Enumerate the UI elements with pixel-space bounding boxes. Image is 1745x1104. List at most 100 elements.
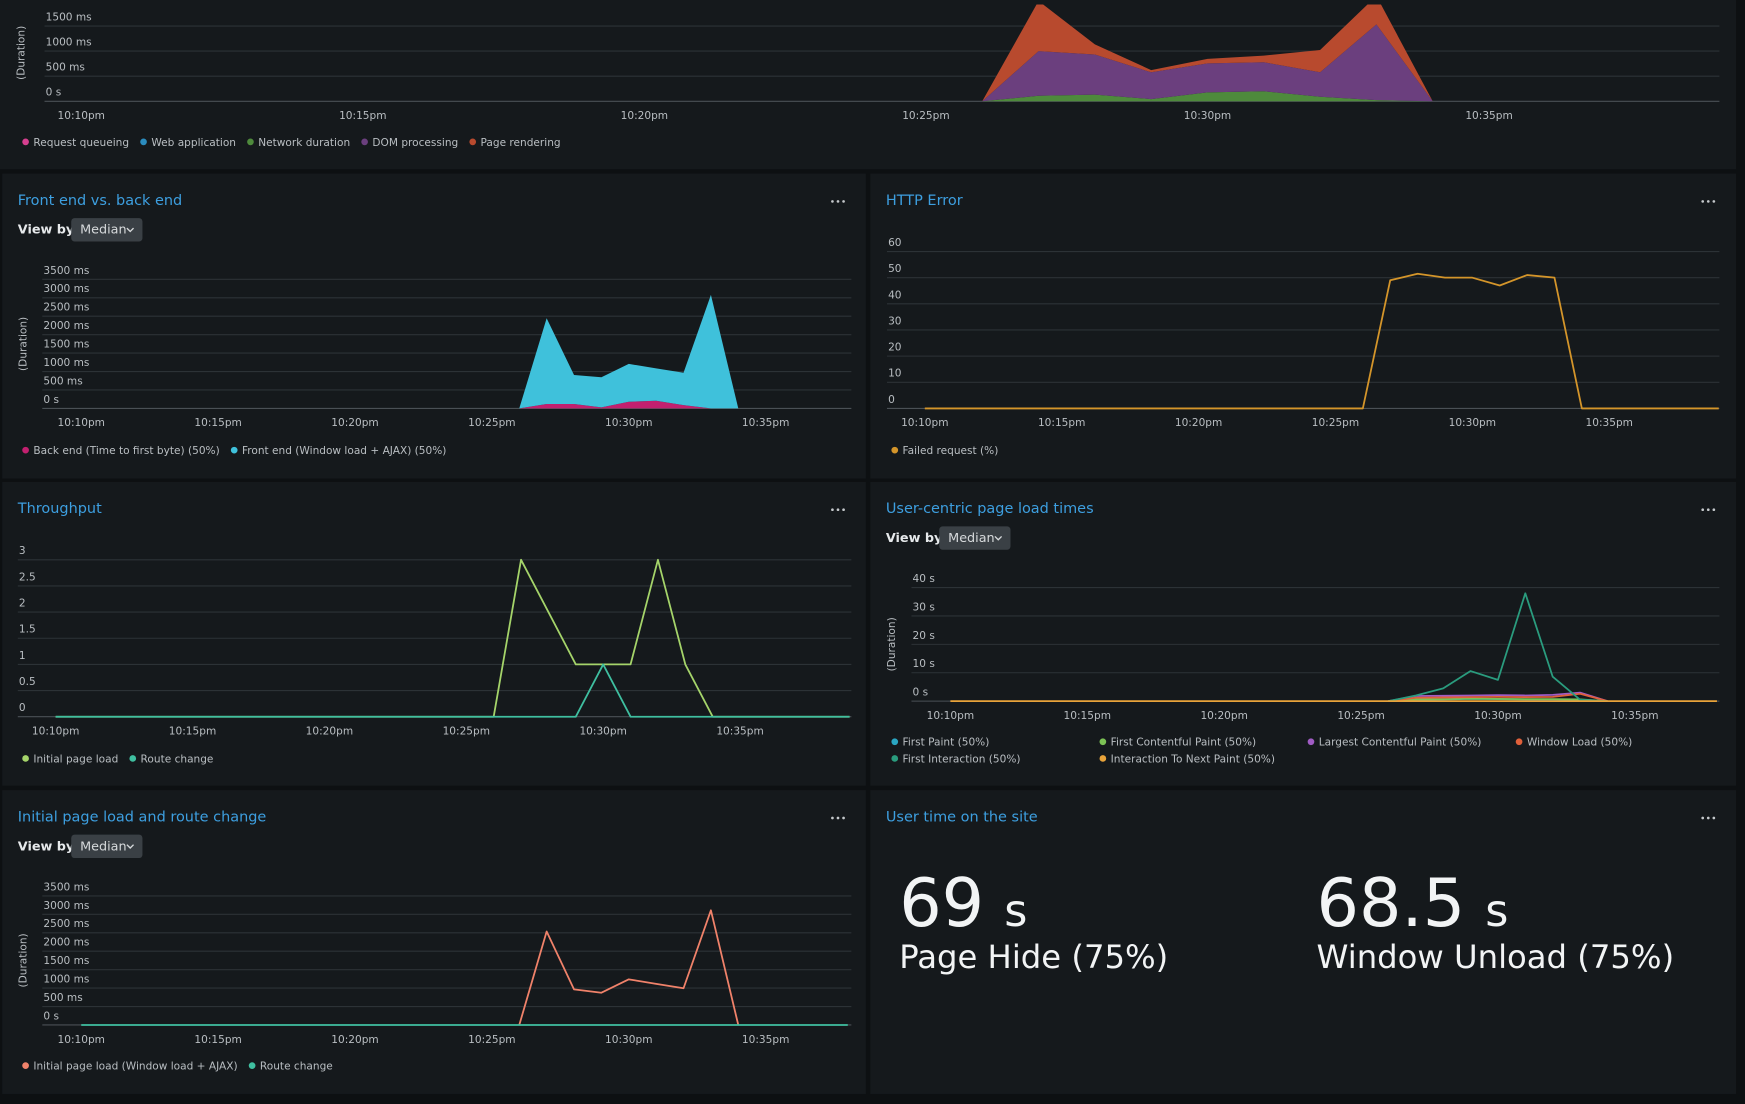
x-tick-label: 10:20pm: [331, 417, 378, 429]
legend-swatch: [247, 138, 254, 146]
x-tick-label: 10:15pm: [1038, 417, 1085, 429]
menu-dot: [1712, 816, 1716, 820]
y-tick-label: 1000 ms: [43, 357, 89, 369]
panel: [870, 173, 1737, 479]
y-tick-label: 0 s: [43, 394, 59, 406]
legend-item[interactable]: Page rendering: [469, 137, 561, 149]
legend-label: DOM processing: [372, 137, 458, 149]
panel-menu[interactable]: [831, 508, 845, 512]
panel-menu[interactable]: [1701, 508, 1716, 512]
menu-dot: [1712, 508, 1716, 512]
legend-label: Largest Contentful Paint (50%): [1319, 737, 1482, 749]
menu-dot: [831, 508, 834, 512]
line: [1388, 592, 1608, 703]
legend-swatch: [1099, 738, 1107, 746]
y-tick-label: 30 s: [913, 601, 935, 613]
dropdown-chevron: [994, 535, 1003, 541]
y-axis-title: (Duration): [886, 617, 898, 671]
x-tick-label: 10:35pm: [1465, 110, 1512, 122]
legend-item[interactable]: Initial page load: [22, 753, 118, 765]
legend-item[interactable]: Initial page load (Window load + AJAX): [22, 1060, 238, 1073]
y-tick-label: 10: [888, 368, 902, 380]
x-tick-label: 10:20pm: [1200, 710, 1247, 722]
panel-menu[interactable]: [831, 200, 845, 203]
legend-label: First Contentful Paint (50%): [1111, 737, 1257, 749]
panel-menu[interactable]: [1701, 200, 1716, 203]
x-tick-label: 10:10pm: [58, 110, 105, 122]
x-tick-label: 10:25pm: [1337, 710, 1384, 722]
legend-label: Route change: [260, 1060, 333, 1072]
legend-swatch: [1099, 755, 1107, 762]
legend-swatch: [22, 1062, 29, 1069]
x-tick-label: 10:30pm: [1474, 710, 1521, 722]
y-tick-label: 1.5: [19, 624, 36, 636]
x-tick-label: 10:10pm: [32, 726, 79, 738]
stat-unit: s: [1485, 886, 1508, 937]
legend-item[interactable]: Route change: [248, 1060, 333, 1073]
panel-title: User-centric page load times: [886, 501, 1094, 517]
y-tick-label: 2500 ms: [43, 918, 89, 930]
y-tick-label: 1000 ms: [46, 37, 92, 49]
legend-item[interactable]: Front end (Window load + AJAX) (50%): [230, 445, 447, 457]
legend-swatch: [469, 138, 477, 146]
y-tick-label: 0: [19, 702, 26, 714]
stat-value: 68.5: [1317, 864, 1466, 942]
x-tick-label: 10:10pm: [58, 417, 105, 429]
y-tick-label: 0 s: [43, 1010, 59, 1022]
legend-item[interactable]: DOM processing: [361, 137, 458, 149]
legend-item[interactable]: Interaction To Next Paint (50%): [1099, 753, 1275, 765]
legend-item[interactable]: First Paint (50%): [891, 737, 989, 749]
legend-item[interactable]: Window Load (50%): [1515, 737, 1633, 749]
y-tick-label: 2.5: [19, 571, 36, 583]
panel: [870, 790, 1737, 1094]
plot: [924, 272, 1719, 410]
plot: [982, 4, 1433, 102]
dropdown-box: [71, 834, 143, 859]
stat-unit: s: [1004, 886, 1027, 937]
menu-dot: [1706, 816, 1710, 820]
legend-item[interactable]: First Contentful Paint (50%): [1099, 737, 1257, 749]
plot: [55, 558, 850, 718]
y-tick-label: 0.5: [19, 676, 36, 688]
dropdown-chevron: [126, 227, 135, 233]
y-tick-label: 0 s: [913, 687, 929, 699]
view-by-dropdown[interactable]: Median: [71, 218, 143, 242]
legend-item[interactable]: First Interaction (50%): [891, 753, 1021, 765]
y-tick-label: 30: [888, 315, 902, 327]
x-tick-label: 10:15pm: [169, 726, 216, 738]
x-tick-label: 10:15pm: [1064, 710, 1111, 722]
panel-menu[interactable]: [1701, 816, 1716, 820]
menu-dot: [842, 816, 845, 820]
y-tick-label: 20: [888, 342, 902, 354]
y-tick-label: 40: [888, 289, 902, 301]
legend-label: Back end (Time to first byte) (50%): [33, 445, 219, 457]
panel-menu[interactable]: [831, 816, 845, 820]
view-by-dropdown[interactable]: Median: [71, 834, 143, 859]
legend-item[interactable]: Failed request (%): [891, 445, 998, 457]
legend-label: First Paint (50%): [903, 737, 990, 749]
legend-label: Request queueing: [33, 137, 129, 149]
y-tick-label: 1: [19, 650, 26, 662]
panel: [2, 790, 866, 1094]
view-by-dropdown[interactable]: Median: [939, 526, 1011, 550]
legend-swatch: [248, 1062, 256, 1069]
x-tick-label: 10:10pm: [901, 417, 948, 429]
legend-item[interactable]: Network duration: [247, 137, 350, 149]
legend-swatch: [891, 446, 899, 454]
x-tick-label: 10:30pm: [605, 417, 652, 429]
plot: [950, 592, 1717, 703]
y-tick-label: 20 s: [913, 630, 935, 642]
legend-item[interactable]: Route change: [129, 753, 213, 765]
y-tick-label: 1500 ms: [43, 339, 89, 351]
legend-label: Network duration: [258, 137, 350, 149]
y-tick-label: 500 ms: [46, 62, 85, 74]
y-tick-label: 3500 ms: [43, 265, 89, 277]
legend-item[interactable]: Web application: [140, 137, 236, 149]
y-tick-label: 3500 ms: [43, 881, 89, 893]
legend-label: Window Load (50%): [1527, 737, 1632, 749]
legend-item[interactable]: Largest Contentful Paint (50%): [1307, 737, 1482, 749]
x-tick-label: 10:30pm: [1184, 110, 1231, 122]
legend-label: Page rendering: [481, 137, 561, 149]
legend-item[interactable]: Request queueing: [22, 137, 129, 149]
legend-item[interactable]: Back end (Time to first byte) (50%): [22, 445, 220, 457]
